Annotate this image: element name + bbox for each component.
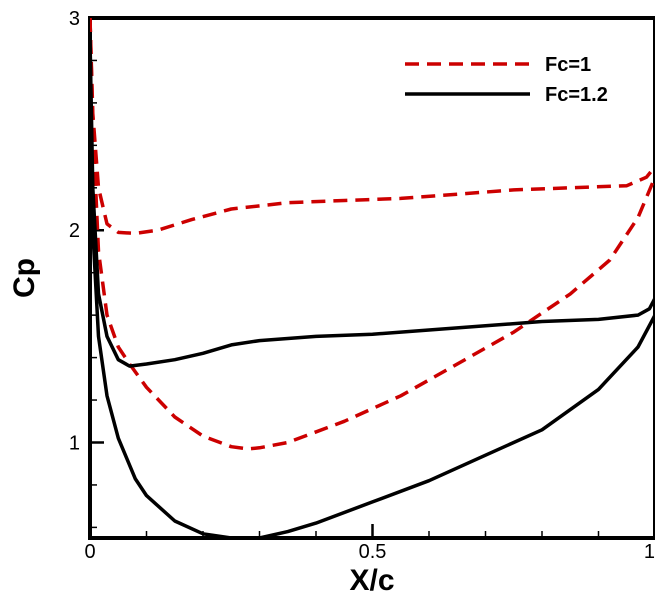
y-tick-label: 3 [69,8,80,30]
legend-label: Fc=1.2 [545,84,608,106]
series-line-2-segment-1 [90,39,655,368]
series-line-2-segment-2 [90,39,655,538]
x-tick-label: 0 [84,541,95,563]
x-tick-label: 1 [644,541,655,563]
y-axis-label: Cp [8,258,41,298]
x-axis-label: X/c [349,564,394,595]
x-tick-label: 0.5 [359,541,387,563]
legend: Fc=1 Fc=1.2 [405,54,608,106]
x-axis-ticks: 0 0.5 1 [84,524,655,563]
series-layer [90,18,655,538]
y-tick-label: 1 [69,432,80,454]
y-tick-label: 2 [69,220,80,242]
legend-label: Fc=1 [545,54,591,76]
series-line-1-segment-2 [90,18,655,451]
series-line-1-segment-1 [90,18,655,236]
